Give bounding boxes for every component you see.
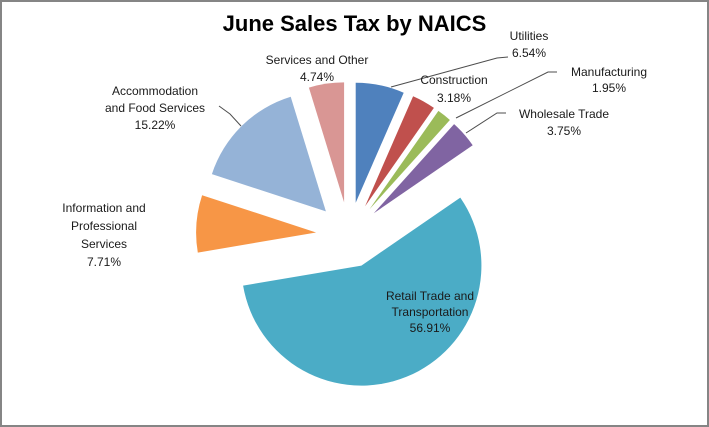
pie-label-services-and-other: Services and Other 4.74% [266, 53, 369, 84]
pie-slice-utilities [355, 82, 404, 203]
pie-label-information-and-professional-services: Information and Professional Services 7.71% [62, 201, 145, 269]
leader-line-accommodation-and-food-services [218, 105, 242, 127]
pie-label-accommodation-and-food-services: Accommodation and Food Services 15.22% [105, 84, 205, 132]
pie-slice-retail-trade-and-transportation [243, 197, 482, 386]
pie-slice-wholesale-trade [373, 124, 473, 214]
pie-slice-information-and-professional-services [196, 195, 317, 253]
pie-label-manufacturing: Manufacturing 1.95% [571, 65, 647, 95]
chart-title: June Sales Tax by NAICS [222, 11, 487, 36]
leader-line-utilities [390, 56, 509, 88]
leader-line-wholesale-trade [465, 112, 506, 134]
pie-label-construction: Construction 3.18% [420, 73, 487, 105]
pie-label-wholesale-trade: Wholesale Trade 3.75% [519, 107, 609, 138]
leader-line-manufacturing [455, 71, 557, 119]
pie-slice-accommodation-and-food-services [211, 96, 326, 212]
pie-label-retail-trade-and-transportation: Retail Trade and Transportation 56.91% [386, 289, 474, 335]
pie-slice-construction [365, 96, 434, 207]
pie-slice-manufacturing [369, 110, 450, 210]
pie-slice-services-and-other [308, 82, 345, 203]
pie-label-utilities: Utilities 6.54% [510, 29, 549, 60]
